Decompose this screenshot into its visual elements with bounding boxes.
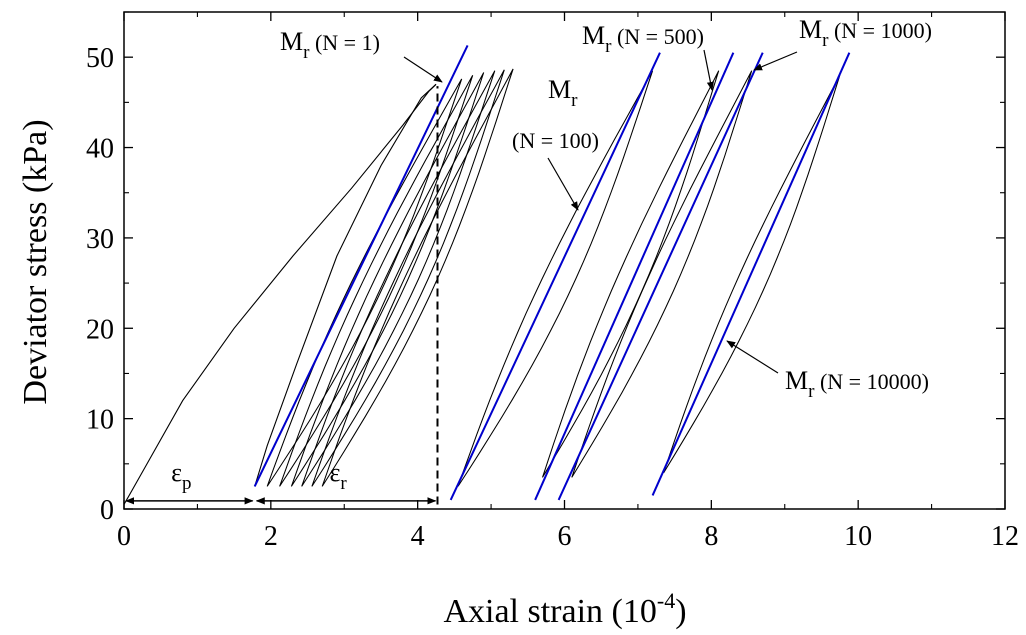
x-tick-label: 0: [117, 521, 131, 552]
hysteresis-loop-N-1000: [571, 70, 753, 478]
y-tick-label: 50: [86, 43, 114, 74]
label-mr-n1-sub: r: [303, 42, 310, 63]
label-mr-n500-text: (N = 500): [611, 24, 703, 49]
label-mr-n100-M: M: [548, 75, 571, 104]
label-mr-n1-M: M: [280, 27, 303, 56]
label-mr-n500: Mr (N = 500): [582, 21, 704, 57]
x-tick-label: 10: [844, 521, 872, 552]
x-tick-label: 12: [991, 521, 1019, 552]
label-mr-n500-M: M: [582, 21, 605, 50]
modulus-line-N-500: [534, 52, 735, 501]
x-tick-label: 4: [411, 521, 425, 552]
modulus-line-N-100: [449, 52, 661, 501]
label-mr-n10000-M: M: [785, 366, 808, 395]
label-mr-n1000: Mr (N = 1000): [799, 15, 932, 51]
label-mr-n1: Mr (N = 1): [280, 27, 380, 63]
first-unloading-curve: [254, 83, 437, 487]
plastic-strain-label: εp: [171, 458, 191, 494]
x-tick-label: 6: [558, 521, 572, 552]
resilient-strain-symbol: ε: [329, 458, 340, 487]
x-axis-label: Axial strain (10-4): [443, 588, 686, 630]
axes: 0 2 4 6 8 10 12 0 10 20 30 40 50: [86, 11, 1019, 552]
hysteresis-loop-early: [301, 70, 496, 487]
label-mr-n100-text: (N = 100): [512, 128, 599, 153]
arrow-mr-n500: [703, 49, 714, 91]
hysteresis-loop-early: [279, 75, 474, 487]
y-tick-label: 0: [100, 495, 114, 526]
arrow-mr-n100: [547, 157, 579, 211]
hysteresis-loop-early: [311, 69, 505, 487]
arrow-mr-n1: [403, 56, 443, 83]
resilient-strain-subscript: r: [340, 473, 347, 494]
modulus-line-N-10000: [651, 52, 851, 496]
label-mr-n100-sub: r: [571, 90, 578, 111]
resilient-strain-label: εr: [329, 458, 347, 494]
hysteresis-loop-N-500: [542, 70, 720, 478]
x-tick-label: 8: [704, 521, 718, 552]
label-mr-n10000: Mr (N = 10000): [785, 366, 929, 402]
arrow-mr-n1000: [753, 51, 798, 71]
modulus-line-N-1: [253, 44, 469, 487]
y-tick-label: 10: [86, 405, 114, 436]
plastic-strain-symbol: ε: [171, 458, 182, 487]
label-mr-n100-top: Mr: [548, 75, 578, 111]
arrow-mr-n10000: [726, 340, 779, 374]
resilient-modulus-lines: [253, 44, 851, 501]
hysteresis-loop-early: [321, 68, 514, 487]
y-tick-label: 20: [86, 314, 114, 345]
plastic-strain-subscript: p: [182, 473, 192, 494]
label-mr-n500-sub: r: [605, 36, 612, 57]
y-tick-label: 30: [86, 224, 114, 255]
modulus-line-N-1000: [557, 52, 764, 501]
first-loading-curve: [123, 83, 437, 505]
label-mr-n1000-sub: r: [822, 30, 829, 51]
y-axis-label: Deviator stress (kPa): [17, 119, 54, 404]
label-mr-n10000-text: (N = 10000): [814, 369, 928, 394]
y-tick-label: 40: [86, 134, 114, 165]
label-mr-n1000-text: (N = 1000): [828, 18, 931, 43]
x-tick-label: 2: [264, 521, 278, 552]
label-mr-n1-text: (N = 1): [309, 30, 379, 55]
label-mr-n1000-M: M: [799, 15, 822, 44]
label-mr-n10000-sub: r: [808, 381, 815, 402]
